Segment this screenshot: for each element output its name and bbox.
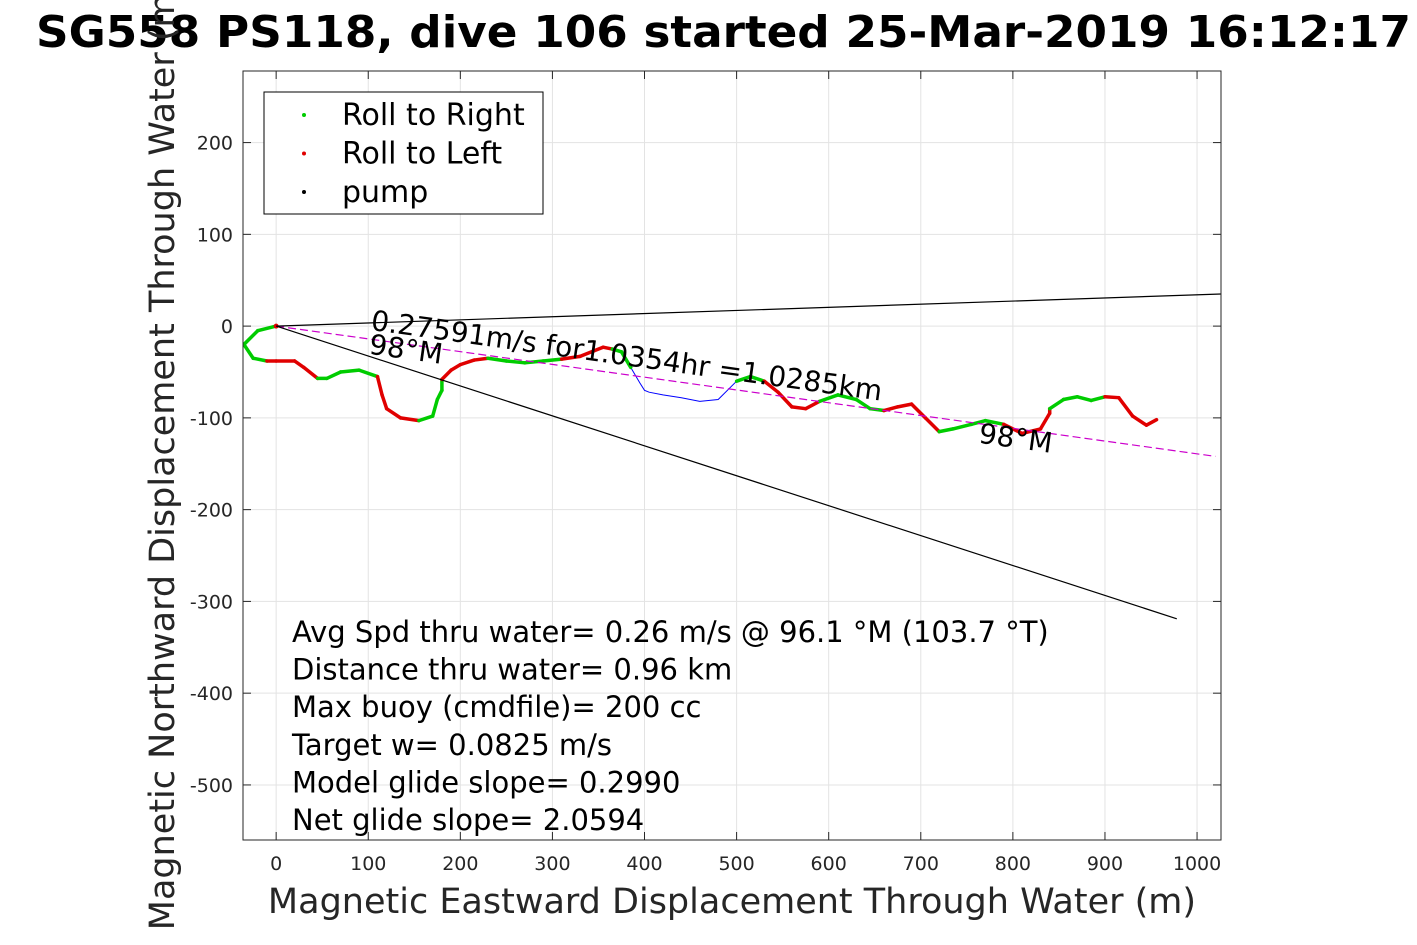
legend-label: pump (342, 175, 428, 210)
legend-marker (302, 190, 306, 194)
roll-segment (790, 405, 808, 411)
roll-segment (937, 427, 955, 434)
start-point (273, 323, 279, 329)
x-tick-label: 800 (995, 853, 1031, 875)
roll-segment (1089, 395, 1107, 403)
x-tick-label: 500 (718, 853, 754, 875)
roll-segment (619, 350, 633, 370)
roll-segment (523, 359, 545, 365)
chart-title: SG558 PS118, dive 106 started 25-Mar-201… (36, 7, 1411, 58)
y-tick-label: -400 (190, 683, 233, 705)
roll-segment (292, 359, 306, 370)
roll-segment (951, 422, 974, 431)
roll-segment (325, 370, 343, 381)
roll-segment (1075, 395, 1093, 403)
y-tick-label: -300 (190, 591, 233, 613)
roll-segment (255, 324, 278, 333)
roll-segment (923, 416, 941, 434)
legend-label: Roll to Left (342, 137, 502, 172)
roll-segment (1144, 417, 1159, 427)
x-tick-label: 0 (270, 853, 282, 875)
roll-segment (836, 393, 859, 402)
series-group (243, 293, 1221, 620)
plot-frame (242, 70, 1222, 841)
roll-segment (504, 359, 527, 365)
roll-segment (472, 356, 490, 362)
roll-segment (458, 358, 476, 367)
stat-line: Avg Spd thru water= 0.26 m/s @ 96.1 °M (… (292, 615, 1049, 649)
x-tick-label: 1000 (1173, 853, 1221, 875)
roll-segment (559, 354, 582, 361)
roll-segment (449, 362, 463, 372)
roll-segment (302, 365, 320, 381)
stats-block: Avg Spd thru water= 0.26 m/s @ 96.1 °M (… (291, 615, 1049, 837)
roll-segment (817, 393, 840, 404)
x-tick-label: 100 (350, 853, 386, 875)
roll-segment (1001, 422, 1024, 436)
roll-segment (1117, 395, 1135, 418)
x-axis-label: Magnetic Eastward Displacement Through W… (268, 882, 1196, 922)
roll-segment (430, 397, 440, 418)
roll-segment (1103, 395, 1121, 400)
roll-segment (541, 357, 564, 363)
x-tick-label: 600 (811, 853, 847, 875)
roll-segment (486, 356, 509, 363)
roll-segment (398, 416, 421, 423)
stat-line: Net glide slope= 2.0594 (292, 803, 644, 837)
legend-label: Roll to Right (342, 98, 525, 133)
y-tick-label: -200 (190, 500, 233, 522)
roll-segment (734, 374, 753, 383)
roll-segment (1047, 397, 1066, 411)
ticks: 0 100 200 300 400 500 600 700 800 900 10002001000-… (190, 71, 1221, 875)
stat-line: Max buoy (cmdfile)= 200 cc (292, 690, 701, 724)
roll-segment (748, 374, 766, 383)
roll-segment (854, 397, 872, 411)
roll-segment (762, 379, 780, 394)
roll-segment (243, 342, 255, 360)
roll-segment (983, 418, 1006, 427)
y-tick-label: 0 (221, 316, 233, 338)
legend-marker (302, 113, 306, 117)
x-tick-label: 400 (626, 853, 662, 875)
y-tick-label: -500 (190, 775, 233, 797)
roll-segment (882, 405, 900, 413)
roll-segment (417, 414, 435, 423)
y-tick-label: -100 (190, 408, 233, 430)
x-tick-label: 300 (534, 853, 570, 875)
roll-segment (896, 402, 914, 409)
stat-line: Distance thru water= 0.96 km (292, 653, 732, 687)
x-tick-label: 200 (442, 853, 478, 875)
roll-segment (243, 328, 260, 347)
roll-segment (440, 368, 453, 382)
stat-line: Target w= 0.0825 m/s (291, 728, 612, 762)
roll-segment (803, 399, 822, 411)
roll-segment (357, 368, 380, 379)
series-upper-bound (276, 293, 1221, 327)
x-tick-label: 900 (1087, 853, 1123, 875)
stat-line: Model glide slope= 0.2990 (292, 765, 680, 799)
roll-segment (338, 368, 361, 374)
roll-segment (1130, 414, 1149, 427)
x-tick-label: 700 (903, 853, 939, 875)
y-axis-label: Magnetic Northward Displacement Through … (143, 0, 183, 930)
y-tick-label: 100 (197, 224, 233, 246)
roll-segment (969, 418, 987, 427)
roll-segment (380, 393, 389, 411)
roll-segment (1061, 395, 1080, 402)
roll-segment (251, 356, 269, 363)
roll-segment (375, 374, 384, 397)
series-lower-bound (276, 325, 1177, 620)
series-heading-line (276, 325, 1216, 457)
roll-segment (578, 349, 596, 359)
roll-segment (384, 406, 403, 420)
roll-segment (1038, 411, 1052, 431)
legend-marker (302, 151, 306, 156)
legend-box (263, 91, 544, 215)
roll-segment (776, 390, 794, 409)
y-tick-label: 200 (197, 133, 233, 155)
